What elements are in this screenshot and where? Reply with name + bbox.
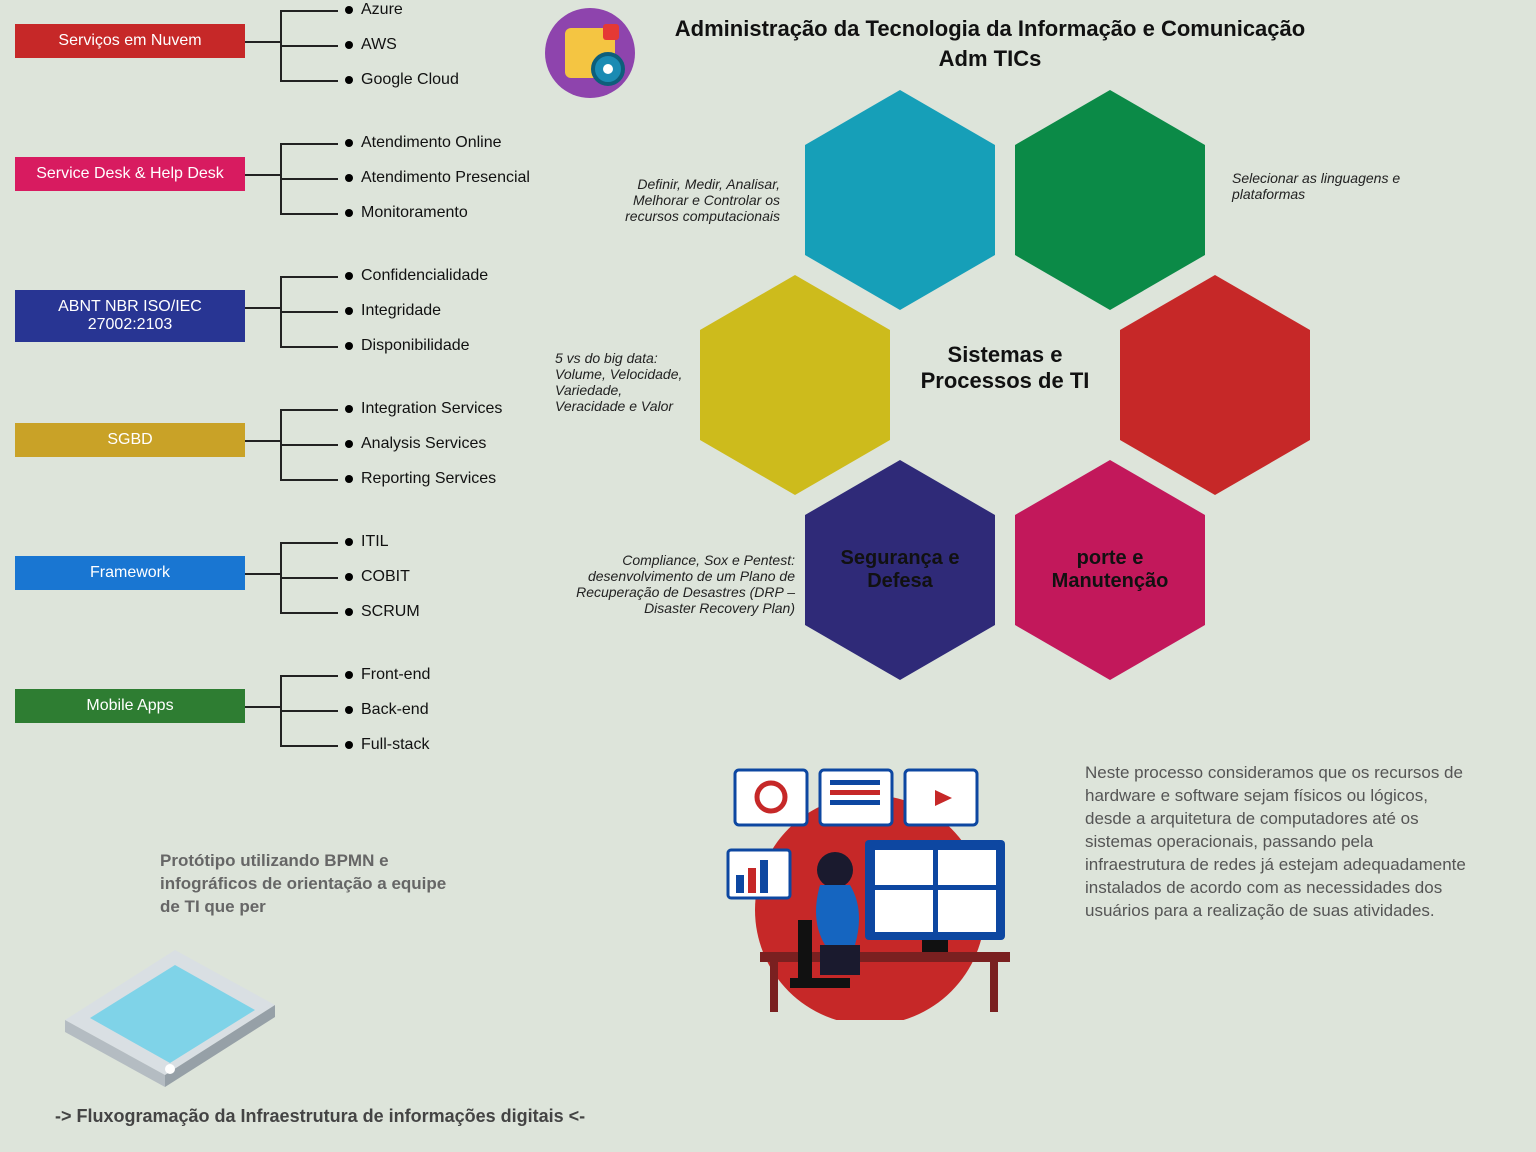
category-sub-item: Front-end [345, 666, 430, 684]
connector-line [280, 311, 338, 313]
connector-line [280, 10, 338, 12]
page-title-line2: Adm TICs [640, 46, 1340, 72]
category-sub-item: Monitoramento [345, 204, 468, 222]
connector-line [245, 573, 280, 575]
category-sub-item: Atendimento Presencial [345, 169, 530, 187]
category-box: Framework [15, 556, 245, 590]
description-paragraph: Neste processo consideramos que os recur… [1085, 762, 1475, 923]
connector-line [280, 80, 338, 82]
phone-icon [45, 940, 285, 1100]
connector-line [280, 612, 338, 614]
connector-line [280, 213, 338, 215]
connector-line [280, 479, 338, 481]
connector-line [280, 542, 282, 614]
category-sub-item: Integridade [345, 302, 441, 320]
connector-line [280, 276, 282, 348]
annotation-note: Compliance, Sox e Pentest: desenvolvimen… [555, 552, 795, 616]
category-sub-item: Azure [345, 1, 403, 19]
connector-line [280, 10, 282, 82]
category-sub-item: Analysis Services [345, 435, 486, 453]
category-sub-item: Confidencialidade [345, 267, 488, 285]
hex-node: porte e Manutenção [1015, 460, 1205, 680]
chart-icon [565, 28, 615, 78]
connector-line [280, 745, 338, 747]
footer-text: -> Fluxogramação da Infraestrutura de in… [55, 1106, 585, 1127]
category-sub-item: Google Cloud [345, 71, 459, 89]
category-sub-item: Integration Services [345, 400, 502, 418]
play-badge-icon [603, 24, 619, 40]
connector-line [245, 41, 280, 43]
connector-line [280, 542, 338, 544]
annotation-note: 5 vs do big data: Volume, Velocidade, Va… [555, 350, 685, 414]
workstation-illustration [690, 760, 1050, 1020]
category-sub-item: Back-end [345, 701, 429, 719]
connector-line [280, 409, 338, 411]
annotation-note: Selecionar as linguagens e plataformas [1232, 170, 1412, 202]
connector-line [245, 174, 280, 176]
page-title-line1: Administração da Tecnologia da Informaçã… [640, 16, 1340, 42]
hex-node [1120, 275, 1310, 495]
category-box: Serviços em Nuvem [15, 24, 245, 58]
category-box: SGBD [15, 423, 245, 457]
category-sub-item: ITIL [345, 533, 389, 551]
hex-node [805, 90, 995, 310]
connector-line [280, 675, 282, 747]
connector-line [280, 409, 282, 481]
connector-line [280, 675, 338, 677]
connector-line [280, 143, 338, 145]
connector-line [280, 577, 338, 579]
category-sub-item: AWS [345, 36, 397, 54]
category-sub-item: Reporting Services [345, 470, 496, 488]
hex-center-label: Sistemas e Processos de TI [910, 342, 1100, 395]
connector-line [245, 440, 280, 442]
magnifier-eye-icon [591, 52, 625, 86]
hex-node: Segurança e Defesa [805, 460, 995, 680]
category-sub-item: Atendimento Online [345, 134, 502, 152]
category-box: ABNT NBR ISO/IEC 27002:2103 [15, 290, 245, 342]
category-box: Mobile Apps [15, 689, 245, 723]
category-sub-item: Disponibilidade [345, 337, 470, 355]
category-sub-item: Full-stack [345, 736, 429, 754]
connector-line [280, 45, 338, 47]
title-icon [545, 8, 635, 98]
prototype-text: Protótipo utilizando BPMN e infográficos… [160, 850, 470, 919]
category-sub-item: COBIT [345, 568, 410, 586]
connector-line [280, 346, 338, 348]
hex-node [700, 275, 890, 495]
connector-line [280, 444, 338, 446]
connector-line [245, 706, 280, 708]
connector-line [280, 276, 338, 278]
connector-line [280, 143, 282, 215]
connector-line [280, 710, 338, 712]
connector-line [245, 307, 280, 309]
category-sub-item: SCRUM [345, 603, 420, 621]
annotation-note: Definir, Medir, Analisar, Melhorar e Con… [600, 176, 780, 224]
connector-line [280, 178, 338, 180]
category-box: Service Desk & Help Desk [15, 157, 245, 191]
hex-node [1015, 90, 1205, 310]
